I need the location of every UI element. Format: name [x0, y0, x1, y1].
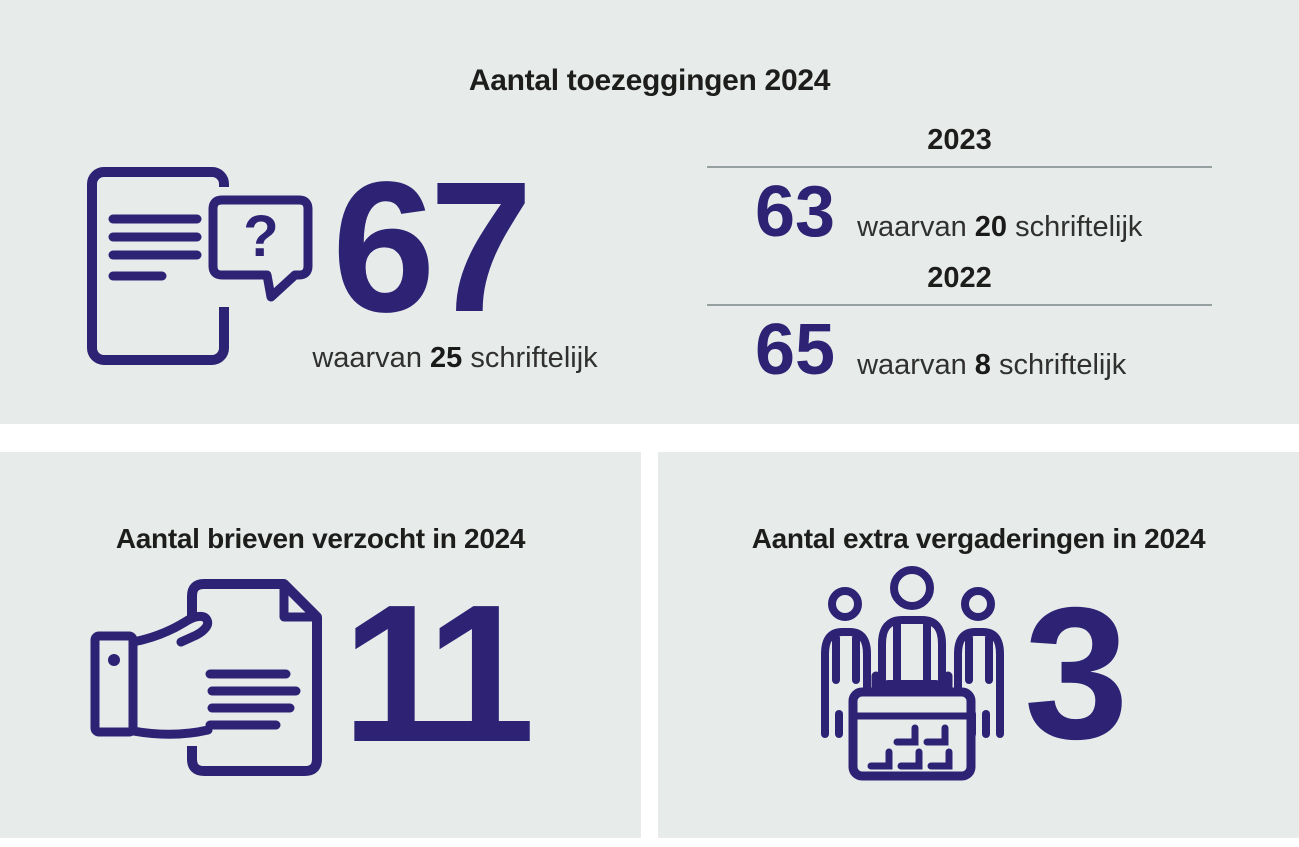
hand-letter-icon: [88, 578, 323, 778]
question-mark-glyph: ?: [243, 204, 278, 269]
document-question-icon: ?: [85, 162, 330, 367]
panel-toezeggingen: Aantal toezeggingen 2024 ? 67 waarvan 25: [0, 0, 1299, 424]
vergaderingen-2024-value: 3: [1024, 568, 1129, 778]
detail-suffix: schriftelijk: [1015, 211, 1143, 243]
detail-suffix: schriftelijk: [998, 349, 1127, 381]
history-value: 65: [755, 310, 836, 390]
panel-brieven-title: Aantal brieven verzocht in 2024: [115, 523, 526, 555]
panel-vergaderingen: Aantal extra vergaderingen in 2024: [658, 452, 1299, 838]
meeting-calendar-icon: [818, 562, 1013, 787]
toezeggingen-2024-detail: waarvan 25 schriftelijk: [290, 342, 620, 375]
toezeggingen-2024-value: 67: [332, 144, 533, 351]
detail-prefix: waarvan: [857, 211, 967, 243]
detail-value: 8: [974, 349, 991, 381]
history-detail: waarvan 8 schriftelijk: [857, 349, 1126, 382]
history-detail: waarvan 20 schriftelijk: [857, 211, 1142, 244]
divider-line: [707, 304, 1212, 306]
history-value: 63: [755, 172, 836, 252]
panel-vergaderingen-title: Aantal extra vergaderingen in 2024: [751, 523, 1206, 555]
history-2022: 2022 65 waarvan 8 schriftelijk: [707, 262, 1212, 386]
panel-brieven: Aantal brieven verzocht in 2024: [0, 452, 641, 838]
history-row: 65 waarvan 8 schriftelijk: [707, 314, 1212, 386]
detail-suffix: schriftelijk: [470, 342, 598, 374]
detail-value: 20: [974, 211, 1008, 243]
history-column: 2023 63 waarvan 20 schriftelijk 2022 65: [707, 124, 1212, 386]
detail-prefix: waarvan: [857, 349, 967, 381]
divider-line: [707, 166, 1212, 168]
panel-toezeggingen-title: Aantal toezeggingen 2024: [468, 64, 831, 98]
brieven-2024-value: 11: [342, 564, 535, 783]
history-2023: 2023 63 waarvan 20 schriftelijk: [707, 124, 1212, 248]
detail-prefix: waarvan: [312, 342, 422, 374]
history-row: 63 waarvan 20 schriftelijk: [707, 176, 1212, 248]
history-year-label: 2022: [927, 262, 992, 294]
history-year-label: 2023: [927, 124, 992, 156]
detail-value: 25: [430, 342, 463, 374]
